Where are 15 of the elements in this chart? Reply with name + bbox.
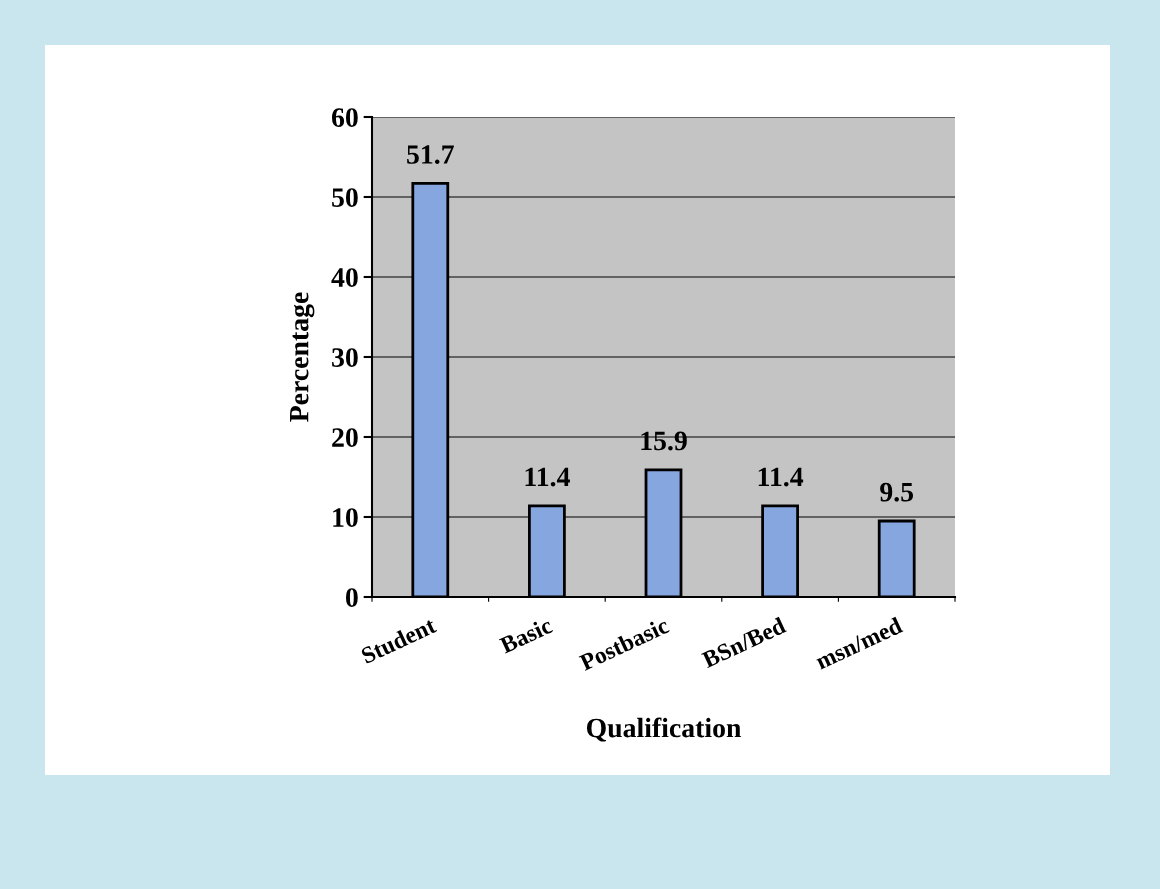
y-axis-title: Percentage: [290, 292, 315, 422]
data-label: 11.4: [525, 467, 570, 487]
y-tick-label: 30: [332, 348, 358, 367]
x-axis-title: Qualification: [586, 717, 742, 742]
x-tick-label: Basic: [498, 616, 554, 654]
y-tick-label: 10: [333, 508, 358, 527]
y-tick-label: 40: [331, 268, 358, 287]
y-tick-label: 0: [345, 588, 358, 607]
data-label: 51.7: [407, 145, 454, 164]
data-label: 9.5: [880, 482, 914, 502]
y-tick-label: 60: [331, 108, 358, 127]
data-label: 15.9: [641, 431, 687, 451]
y-tick-label: 50: [332, 188, 358, 207]
data-label: 11.4: [758, 467, 804, 487]
y-tick-label: 20: [332, 428, 358, 447]
